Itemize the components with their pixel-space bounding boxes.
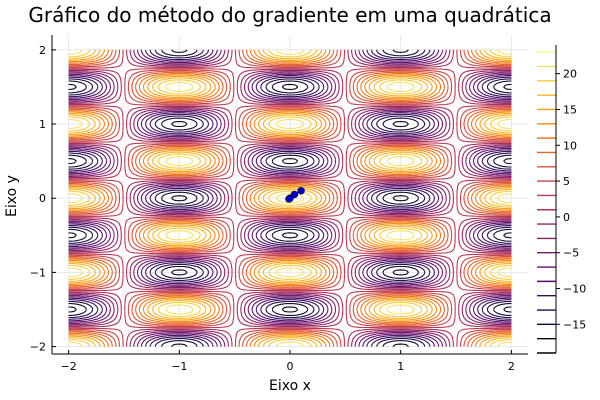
y-tick-label: −2 <box>30 341 46 354</box>
y-tick-label: −1 <box>30 266 46 279</box>
contour-line <box>68 49 512 347</box>
contour-line <box>68 49 512 347</box>
colorbar-tick-label: 20 <box>563 68 577 81</box>
x-tick-label: −1 <box>171 360 187 373</box>
contour-line <box>68 49 512 347</box>
contour-line <box>68 49 512 347</box>
contour-line <box>68 49 512 347</box>
y-tick-label: 2 <box>39 44 46 57</box>
x-tick-label: 1 <box>397 360 404 373</box>
colorbar-tick-label: −5 <box>563 247 579 260</box>
colorbar-tick-label: −10 <box>563 283 586 296</box>
x-tick-label: −2 <box>60 360 76 373</box>
contour-line <box>68 49 512 347</box>
grid <box>52 35 528 354</box>
axes: −2 −1 0 1 2 −2 −1 0 1 2 <box>30 35 528 373</box>
y-tick-label: 1 <box>39 118 46 131</box>
contour-lines <box>68 49 512 348</box>
contour-line <box>68 49 512 347</box>
chart-title: Gráfico do método do gradiente em uma qu… <box>28 3 551 27</box>
x-tick-label: 2 <box>508 360 515 373</box>
colorbar: −15 −10 −5 0 5 10 15 20 <box>537 45 586 354</box>
path-point <box>285 195 293 203</box>
colorbar-tick-label: 5 <box>563 175 570 188</box>
gradient-path <box>285 187 305 203</box>
contour-line <box>68 49 512 347</box>
contour-line <box>68 49 512 347</box>
contour-line <box>68 49 512 347</box>
contour-line <box>68 49 512 347</box>
contour-line <box>68 49 512 347</box>
x-tick-label: 0 <box>287 360 294 373</box>
colorbar-tick-label: −15 <box>563 318 586 331</box>
contour-line <box>68 49 512 347</box>
colorbar-tick-label: 0 <box>563 211 570 224</box>
contour-line <box>68 49 512 347</box>
y-axis-label: Eixo y <box>4 175 20 217</box>
contour-line <box>68 49 512 347</box>
contour-line <box>68 49 512 347</box>
x-axis-label: Eixo x <box>269 378 311 394</box>
contour-line <box>68 49 512 348</box>
colorbar-tick-label: 15 <box>563 103 577 116</box>
y-tick-label: 0 <box>39 192 46 205</box>
contour-line <box>68 49 512 347</box>
colorbar-tick-label: 10 <box>563 139 577 152</box>
path-point <box>297 187 305 195</box>
contour-line <box>68 49 512 347</box>
contour-line <box>68 49 512 347</box>
